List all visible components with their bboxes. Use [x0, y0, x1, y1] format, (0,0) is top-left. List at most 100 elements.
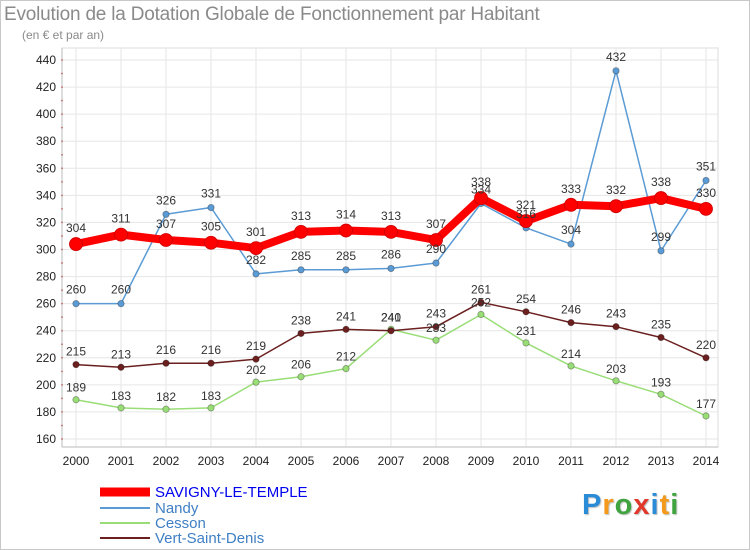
data-label: 240 [381, 311, 401, 325]
x-tick-label: 2001 [108, 454, 135, 468]
series-point [567, 240, 575, 248]
data-label: 326 [156, 193, 176, 207]
data-label: 231 [516, 324, 536, 338]
data-label: 290 [426, 242, 446, 256]
series-point [297, 329, 305, 338]
logo-letter: x [633, 489, 651, 521]
legend-label: Vert-Saint-Denis [155, 530, 264, 547]
data-label: 193 [651, 375, 671, 389]
x-tick-label: 2014 [693, 454, 720, 468]
y-tick-label: 280 [36, 270, 56, 284]
data-label: 241 [336, 309, 356, 323]
series-point [207, 203, 215, 212]
legend-label: Nandy [155, 500, 199, 517]
data-label: 212 [336, 350, 356, 364]
series-point [117, 300, 125, 308]
data-label: 260 [111, 283, 131, 297]
series-point [162, 405, 170, 413]
series-point [564, 197, 578, 212]
data-label: 333 [561, 182, 581, 196]
data-label: 261 [471, 282, 491, 296]
y-tick-label: 360 [36, 161, 56, 175]
data-label: 313 [291, 209, 311, 223]
y-tick-label: 400 [36, 107, 56, 121]
data-label: 182 [156, 390, 176, 404]
data-label: 332 [606, 183, 626, 197]
x-tick-label: 2003 [198, 454, 225, 468]
data-label: 282 [246, 253, 266, 267]
x-tick-label: 2011 [558, 454, 584, 468]
logo-letter: i [650, 489, 660, 521]
y-tick-label: 420 [36, 80, 56, 94]
data-label: 304 [561, 223, 581, 237]
data-label: 432 [606, 50, 626, 64]
logo-letter: P [582, 489, 603, 521]
x-tick-label: 2000 [63, 454, 90, 468]
series-point [72, 300, 80, 308]
data-label: 216 [156, 343, 176, 357]
data-label: 305 [201, 220, 221, 234]
data-label: 235 [651, 317, 671, 331]
series-point [477, 298, 485, 306]
series-point [114, 227, 128, 242]
data-label: 299 [651, 230, 671, 244]
data-label: 202 [246, 363, 266, 377]
x-tick-label: 2002 [153, 454, 180, 468]
data-label: 260 [66, 283, 86, 297]
logo-letter: r [602, 489, 615, 521]
series-point [432, 323, 440, 331]
series-point [297, 373, 305, 381]
data-label: 243 [606, 307, 626, 321]
x-tick-label: 2004 [243, 454, 270, 468]
series-point [429, 233, 443, 247]
series-point [702, 176, 710, 185]
series-point [384, 225, 398, 239]
series-point [519, 214, 533, 228]
series-point [207, 404, 215, 412]
x-tick-label: 2007 [378, 454, 405, 468]
y-tick-label: 180 [36, 405, 56, 419]
data-label: 177 [696, 397, 716, 411]
data-label: 219 [246, 339, 266, 353]
series-point [522, 339, 530, 347]
data-label: 254 [516, 292, 536, 306]
x-tick-label: 2009 [468, 454, 495, 468]
series-point [252, 378, 260, 386]
data-label: 338 [471, 175, 491, 189]
series-point [477, 310, 485, 319]
proxiti-logo: Proxiti [582, 489, 679, 522]
y-tick-label: 220 [36, 351, 56, 365]
series-point [117, 363, 125, 371]
data-label: 206 [291, 358, 311, 372]
series-point [612, 67, 620, 75]
logo-letter: i [670, 489, 680, 521]
data-label: 304 [66, 221, 86, 235]
data-label: 189 [66, 381, 86, 395]
data-label: 301 [246, 225, 266, 239]
y-tick-label: 160 [36, 432, 56, 446]
data-label: 331 [201, 187, 221, 201]
y-tick-label: 240 [36, 324, 56, 338]
series-point [207, 359, 215, 367]
data-label: 334 [471, 182, 491, 196]
y-tick-label: 340 [36, 188, 56, 202]
series-point [249, 241, 263, 256]
series-point [69, 237, 83, 251]
data-label: 233 [426, 321, 446, 335]
series-point [654, 191, 668, 205]
x-tick-label: 2006 [333, 454, 360, 468]
series-point [567, 362, 575, 370]
series-point [612, 377, 620, 385]
chart-title: Evolution de la Dotation Globale de Fonc… [4, 4, 540, 25]
data-label: 285 [291, 249, 311, 263]
data-label: 316 [516, 207, 536, 221]
data-label: 216 [201, 343, 221, 357]
series-point [432, 336, 440, 344]
series-point [252, 355, 260, 363]
series-point [342, 365, 350, 373]
chart-subtitle: (en € et par an) [22, 28, 105, 42]
series-point [342, 266, 350, 274]
series-point [702, 412, 710, 420]
data-label: 285 [336, 249, 356, 263]
